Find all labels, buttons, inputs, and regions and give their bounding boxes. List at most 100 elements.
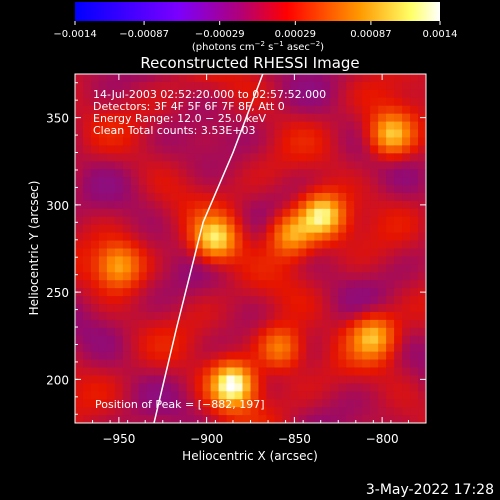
heatmap-cell [178, 327, 188, 337]
heatmap-cell [146, 264, 156, 273]
heatmap-cell [194, 327, 204, 337]
heatmap-cell [314, 319, 323, 329]
heatmap-cell [250, 192, 260, 202]
heatmap-cell [410, 145, 419, 154]
heatmap-cell [194, 192, 204, 202]
heatmap-cell [362, 74, 371, 83]
heatmap-cell [306, 105, 315, 115]
heatmap-cell [90, 153, 100, 162]
heatmap-cell [82, 200, 92, 210]
heatmap-cell [114, 137, 124, 146]
heatmap-cell [122, 319, 132, 329]
heatmap-cell [186, 192, 196, 202]
heatmap-cell [210, 121, 220, 131]
heatmap-cell [90, 137, 100, 146]
heatmap-cell [290, 192, 299, 202]
heatmap-cell [330, 407, 339, 416]
heatmap-cell [282, 280, 291, 289]
heatmap-cell [410, 185, 419, 194]
heatmap-cell [98, 177, 108, 186]
heatmap-cell [186, 240, 196, 250]
heatmap-cell [402, 208, 411, 218]
heatmap-cell [338, 137, 347, 146]
heatmap-cell [378, 288, 387, 297]
heatmap-cell [234, 208, 244, 218]
heatmap-cell [250, 311, 260, 321]
heatmap-cell [170, 216, 180, 226]
heatmap-cell [410, 113, 419, 123]
heatmap-cell [274, 169, 284, 178]
heatmap-cell [298, 256, 307, 265]
heatmap-cell [402, 185, 411, 194]
heatmap-cell [226, 391, 236, 400]
heatmap-cell [138, 200, 148, 210]
heatmap-cell [346, 248, 355, 258]
heatmap-cell [154, 169, 164, 178]
heatmap-cell [346, 311, 355, 321]
heatmap-cell [146, 97, 156, 107]
heatmap-cell [130, 359, 140, 369]
heatmap-cell [370, 248, 379, 258]
heatmap-cell [338, 343, 347, 353]
heatmap-cell [306, 280, 315, 289]
heatmap-cell [138, 359, 148, 369]
heatmap-cell [170, 256, 180, 265]
heatmap-cell [314, 367, 323, 377]
heatmap-cell [154, 335, 164, 345]
heatmap-cell [370, 89, 379, 99]
heatmap-cell [170, 232, 180, 242]
heatmap-cell [146, 351, 156, 361]
heatmap-cell [394, 137, 403, 146]
heatmap-cell [338, 296, 347, 305]
heatmap-cell [202, 407, 212, 416]
heatmap-cell [226, 248, 236, 258]
heatmap-cell [394, 161, 403, 170]
heatmap-cell [282, 407, 291, 416]
heatmap-cell [98, 335, 108, 345]
heatmap-cell [322, 185, 331, 194]
heatmap-cell [82, 177, 92, 186]
heatmap-cell [170, 391, 180, 400]
heatmap-cell [402, 81, 411, 91]
heatmap-cell [306, 296, 315, 305]
heatmap-cell [338, 81, 347, 91]
heatmap-cell [330, 81, 339, 91]
heatmap-cell [330, 185, 339, 194]
heatmap-cell [90, 161, 100, 170]
heatmap-cell [138, 89, 148, 99]
heatmap-cell [210, 296, 220, 305]
heatmap-cell [98, 137, 108, 146]
heatmap-cell [410, 399, 419, 408]
heatmap-cell [154, 391, 164, 400]
heatmap-cell [274, 129, 284, 139]
heatmap-cell [354, 161, 363, 170]
heatmap-cell [330, 105, 339, 115]
heatmap-cell [386, 407, 395, 416]
heatmap-cell [218, 304, 228, 313]
heatmap-cell [322, 351, 331, 361]
heatmap-cell [146, 137, 156, 146]
heatmap-cell [218, 74, 228, 83]
heatmap-cell [394, 399, 403, 408]
heatmap-cell [98, 288, 108, 297]
heatmap-cell [75, 359, 84, 369]
heatmap-cell [402, 113, 411, 123]
heatmap-cell [338, 367, 347, 377]
heatmap-cell [378, 256, 387, 265]
heatmap-cell [82, 81, 92, 91]
heatmap-cell [306, 319, 315, 329]
heatmap-cell [378, 145, 387, 154]
solar-limb-arc [153, 74, 264, 423]
heatmap-cell [90, 359, 100, 369]
heatmap-cell [106, 383, 116, 392]
heatmap-cell [338, 335, 347, 345]
heatmap-cell [282, 264, 291, 273]
heatmap-cell [122, 129, 132, 139]
heatmap-cell [114, 319, 124, 329]
heatmap-cell [75, 224, 84, 234]
heatmap-cell [130, 97, 140, 107]
heatmap-cell [186, 399, 196, 408]
heatmap-cell [410, 89, 419, 99]
heatmap-cell [418, 391, 426, 400]
heatmap-cell [418, 169, 426, 178]
